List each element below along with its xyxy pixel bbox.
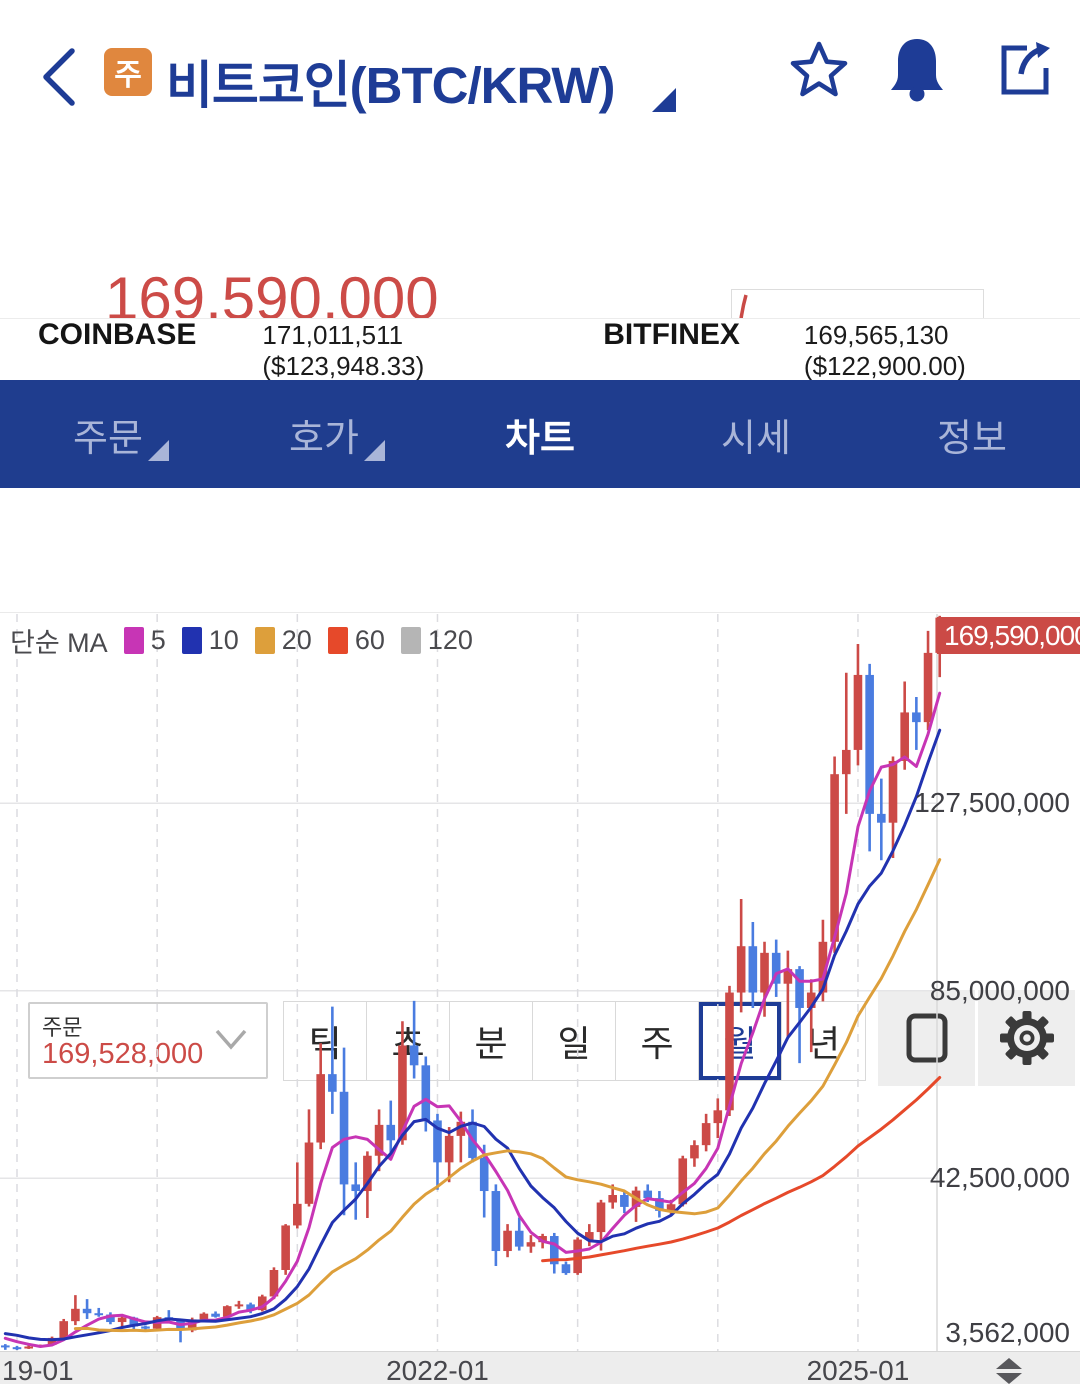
tab-info[interactable]: 정보: [864, 380, 1080, 488]
current-price-tag: 169,590,000: [937, 617, 1080, 654]
time-axis-bar: 19-01 2022-01 2025-01: [0, 1351, 1080, 1384]
order-price-value: 169,528,000: [42, 1038, 204, 1070]
order-price-dropdown[interactable]: 주문 169,528,000: [28, 1002, 268, 1079]
ma10-label: 10: [208, 625, 239, 655]
tab-chart-label: 차트: [505, 417, 575, 460]
tab-info-label: 정보: [937, 417, 1007, 460]
interval-day[interactable]: 일: [533, 1002, 616, 1080]
stock-type-badge: 주: [104, 48, 152, 96]
interval-minute[interactable]: 분: [450, 1002, 533, 1080]
tab-orderbook[interactable]: 호가: [216, 380, 432, 488]
axis-scale-sort-icon[interactable]: [996, 1358, 1022, 1384]
exchange-price: 169,565,130 ($122,900.00): [803, 319, 966, 381]
ma-legend-title: 단순 MA: [10, 628, 108, 658]
interval-year[interactable]: 년: [782, 1002, 865, 1080]
exchange-name: BITFINEX: [603, 317, 740, 351]
ma20-color-chip: [254, 627, 275, 654]
y-axis-label: 3,562,000: [945, 1317, 1070, 1348]
y-axis-label: 42,500,000: [929, 1162, 1070, 1194]
favorite-star-icon[interactable]: [790, 40, 848, 103]
price-section: 169,590,000 0.92% 1,539,000: [0, 130, 1080, 396]
ma120-color-chip: [400, 627, 421, 654]
exchange-price: 171,011,511 ($123,948.33): [262, 319, 425, 381]
y-axis-label: 127,500,000: [914, 787, 1070, 819]
ma10-color-chip: [181, 627, 202, 654]
ma-legend: 단순 MA 5 10 20 60 120: [10, 621, 473, 660]
ma60-color-chip: [327, 627, 348, 654]
tab-dropdown-icon: [148, 440, 169, 461]
ma120-label: 120: [427, 625, 473, 655]
title-bar: 주 비트코인(BTC/KRW): [0, 0, 1080, 130]
order-label: 주문: [42, 1015, 83, 1040]
gear-icon: [999, 1011, 1054, 1065]
interval-second[interactable]: 초: [367, 1002, 450, 1080]
candle-frame-icon: [906, 1013, 947, 1063]
ma5-label: 5: [150, 625, 166, 655]
tab-order-label: 주문: [73, 417, 143, 460]
ma60-label: 60: [354, 625, 385, 655]
share-icon[interactable]: [994, 40, 1052, 103]
ma20-label: 20: [281, 625, 312, 655]
symbol-dropdown-icon[interactable]: [652, 88, 676, 112]
alert-bell-icon[interactable]: [888, 36, 946, 107]
exchange-coinbase: COINBASE 171,011,511 ($123,948.33): [0, 318, 535, 382]
exchange-row: COINBASE 171,011,511 ($123,948.33) BITFI…: [0, 318, 1080, 382]
x-axis-label: 2025-01: [806, 1355, 910, 1384]
chevron-down-icon: [215, 1029, 247, 1050]
candlestick-chart[interactable]: [0, 613, 1080, 1351]
x-axis-label: 2022-01: [386, 1355, 489, 1384]
back-icon[interactable]: [38, 46, 78, 113]
symbol-title[interactable]: 비트코인(BTC/KRW): [166, 57, 616, 114]
interval-week[interactable]: 주: [616, 1002, 699, 1080]
exchange-bitfinex: BITFINEX 169,565,130 ($122,900.00): [535, 318, 1080, 382]
exchange-name: COINBASE: [38, 317, 197, 351]
tab-chart[interactable]: 차트: [432, 380, 648, 488]
ma5-color-chip: [123, 627, 144, 654]
chart-style-button[interactable]: [878, 990, 975, 1086]
tab-market[interactable]: 시세: [648, 380, 864, 488]
x-axis-label: 19-01: [2, 1355, 74, 1384]
chart-settings-button[interactable]: [978, 990, 1075, 1086]
y-axis-label: 85,000,000: [929, 974, 1070, 1006]
tab-dropdown-icon: [364, 440, 385, 461]
main-tab-bar: 주문 호가 차트 시세 정보: [0, 380, 1080, 488]
tab-orderbook-label: 호가: [289, 417, 359, 460]
chart-section: 단순 MA 5 10 20 60 120 169,590,000 127,500,000…: [0, 612, 1080, 1384]
tab-market-label: 시세: [721, 417, 791, 460]
tab-order[interactable]: 주문: [0, 380, 216, 488]
